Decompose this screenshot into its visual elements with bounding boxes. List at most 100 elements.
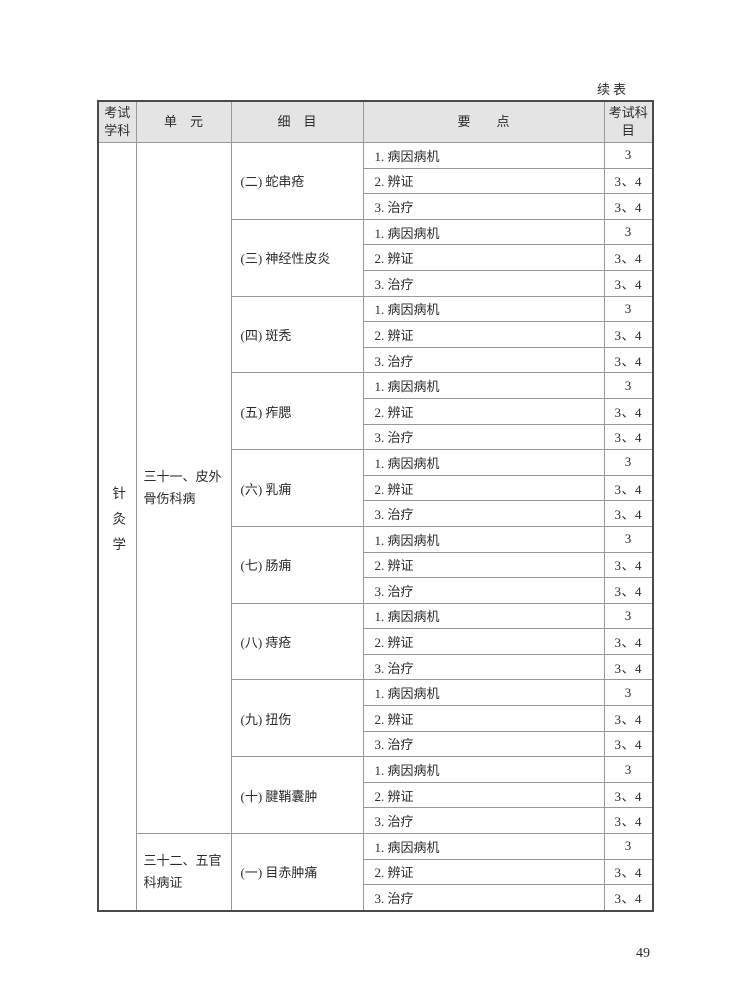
exam-section-cell: 3、4	[603, 397, 654, 425]
exam-section-cell: 3、4	[603, 474, 654, 502]
table-row: (十) 腱鞘囊肿 1. 病因病机 3	[98, 756, 654, 835]
point-cell: 1. 病因病机	[362, 602, 605, 630]
table-row: (六) 乳痈 1. 病因病机 3	[98, 449, 654, 527]
exam-section-cell: 3、4	[603, 244, 654, 271]
item-cell: (八) 痔疮	[230, 602, 364, 681]
item-cell: (十) 腱鞘囊肿	[230, 756, 364, 835]
point-cell: 2. 辨证	[362, 244, 605, 271]
point-cell: 1. 病因病机	[362, 295, 605, 323]
exam-section-cell: 3、4	[603, 321, 654, 348]
exam-section-cell: 3、4	[603, 423, 654, 451]
point-cell: 3. 治疗	[362, 193, 605, 220]
unit-cell: 三十一、皮外骨伤科病	[135, 141, 232, 835]
table-row: 3. 治疗 3、4	[98, 653, 654, 681]
point-cell: 2. 辨证	[362, 551, 605, 579]
table-row: 2. 辨证 3、4	[98, 628, 654, 655]
table-row: 针灸学 三十一、皮外骨伤科病 (二) 蛇串疮 1. 病因病机 3	[97, 141, 654, 912]
point-cell: 3. 治疗	[362, 884, 605, 912]
point-cell: 2. 辨证	[362, 474, 605, 502]
item-cell: (一) 目赤肿痛	[230, 833, 364, 912]
header-item: 细 目	[230, 100, 364, 143]
table-row: 3. 治疗 3、4	[98, 884, 654, 912]
point-cell: 1. 病因病机	[362, 833, 605, 860]
point-cell: 1. 病因病机	[362, 756, 605, 783]
point-cell: 1. 病因病机	[362, 372, 605, 399]
continuation-label: 续表	[597, 82, 630, 97]
exam-section-cell: 3、4	[603, 884, 654, 912]
exam-section-cell: 3、4	[603, 807, 654, 835]
exam-section-cell: 3	[603, 449, 654, 476]
table-row: 2. 辨证 3、4	[98, 474, 654, 502]
exam-section-cell: 3	[603, 756, 654, 783]
header-points: 要 点	[362, 100, 605, 143]
exam-section-cell: 3	[603, 679, 654, 707]
table-row: 3. 治疗 3、4	[98, 807, 654, 835]
point-cell: 1. 病因病机	[362, 218, 605, 246]
item-cell: (五) 痄腮	[230, 372, 364, 451]
point-cell: 2. 辨证	[362, 858, 605, 886]
exam-section-cell: 3、4	[603, 730, 654, 758]
table-row: (四) 斑秃 1. 病因病机 3	[98, 295, 654, 374]
table-row: 2. 辨证 3、4	[98, 551, 654, 579]
table-body: 针灸学 三十一、皮外骨伤科病 (二) 蛇串疮 1. 病因病机 3 2. 辨证 3、4 3. 治…	[97, 141, 654, 912]
table-row: 2. 辨证 3、4	[98, 397, 654, 425]
header-exam-section: 考试科目	[603, 100, 654, 143]
exam-section-cell: 3、4	[603, 781, 654, 809]
table-row: 2. 辨证 3、4	[98, 858, 654, 886]
exam-section-cell: 3、4	[603, 269, 654, 297]
item-cell: (九) 扭伤	[230, 679, 364, 758]
header-row: 考试学科 单 元 细 目 要 点 考试科目	[97, 100, 654, 143]
page-number: 49	[636, 946, 650, 961]
exam-subject-label: 针灸学	[110, 486, 126, 563]
exam-section-cell: 3、4	[603, 653, 654, 681]
exam-section-cell: 3、4	[603, 705, 654, 732]
item-cell: (三) 神经性皮炎	[230, 218, 364, 297]
point-cell: 2. 辨证	[362, 628, 605, 655]
exam-section-cell: 3	[603, 218, 654, 246]
table-row: (三) 神经性皮炎 1. 病因病机 3	[98, 218, 654, 297]
table-row: (五) 痄腮 1. 病因病机 3	[98, 372, 654, 451]
item-cell: (二) 蛇串疮	[230, 142, 364, 220]
point-cell: 3. 治疗	[362, 269, 605, 297]
point-cell: 1. 病因病机	[362, 449, 605, 476]
table-row: 2. 辨证 3、4	[98, 244, 654, 271]
table-row: 2. 辨证 3、4	[98, 321, 654, 348]
point-cell: 3. 治疗	[362, 500, 605, 527]
point-cell: 2. 辨证	[362, 321, 605, 348]
exam-section-cell: 3	[603, 525, 654, 553]
exam-section-cell: 3、4	[603, 346, 654, 374]
exam-section-cell: 3、4	[603, 500, 654, 527]
point-cell: 2. 辨证	[362, 781, 605, 809]
point-cell: 3. 治疗	[362, 346, 605, 374]
exam-section-cell: 3、4	[603, 167, 654, 195]
point-cell: 2. 辨证	[362, 705, 605, 732]
point-cell: 2. 辨证	[362, 167, 605, 195]
table-header: 考试学科 单 元 细 目 要 点 考试科目	[97, 100, 654, 143]
point-cell: 3. 治疗	[362, 423, 605, 451]
exam-section-cell: 3	[603, 372, 654, 399]
header-exam-subject: 考试学科	[97, 100, 137, 143]
point-cell: 2. 辨证	[362, 397, 605, 425]
table-row: 3. 治疗 3、4	[98, 577, 654, 604]
point-cell: 3. 治疗	[362, 653, 605, 681]
point-cell: 1. 病因病机	[362, 525, 605, 553]
point-cell: 1. 病因病机	[362, 142, 605, 169]
table-row: 3. 治疗 3、4	[98, 346, 654, 374]
unit-cell: 三十二、五官科病证	[135, 833, 232, 912]
exam-section-cell: 3	[603, 833, 654, 860]
exam-section-cell: 3、4	[603, 628, 654, 655]
table-row: 三十二、五官科病证 (一) 目赤肿痛 1. 病因病机 3	[98, 833, 654, 912]
syllabus-table: 考试学科 单 元 细 目 要 点 考试科目 针灸学 三十一、皮外骨伤科病 (二) 蛇…	[97, 100, 654, 912]
table-row: 2. 辨证 3、4	[98, 781, 654, 809]
exam-section-cell: 3	[603, 142, 654, 169]
item-cell: (七) 肠痈	[230, 525, 364, 604]
table-row: 2. 辨证 3、4	[98, 167, 654, 195]
exam-section-cell: 3	[603, 602, 654, 630]
exam-subject-cell: 针灸学	[97, 141, 137, 912]
point-cell: 3. 治疗	[362, 577, 605, 604]
item-cell: (六) 乳痈	[230, 449, 364, 527]
point-cell: 1. 病因病机	[362, 679, 605, 707]
point-cell: 3. 治疗	[362, 807, 605, 835]
exam-section-cell: 3、4	[603, 551, 654, 579]
